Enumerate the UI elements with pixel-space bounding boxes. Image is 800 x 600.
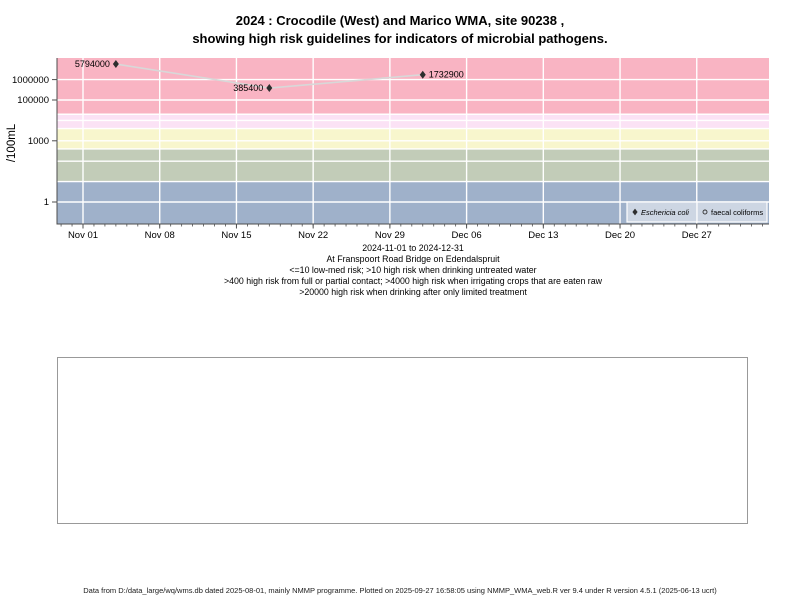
y-tick-label: 1000000 — [12, 75, 49, 86]
caption-risk-guideline-1: <=10 low-med risk; >10 high risk when dr… — [289, 265, 537, 275]
risk-band-high-risk-full-partial-contact — [57, 128, 769, 149]
caption-risk-guideline-2: >400 high risk from full or partial cont… — [224, 276, 602, 286]
risk-band-high-risk-drinking-untreated — [57, 148, 769, 182]
x-tick-label: Nov 15 — [221, 230, 251, 241]
caption-site-location: At Franspoort Road Bridge on Edendalspru… — [326, 254, 500, 264]
x-tick-label: Dec 27 — [682, 230, 712, 241]
risk-band-high-risk-drinking-limited-treatment — [57, 58, 769, 115]
x-tick-label: Dec 13 — [528, 230, 558, 241]
y-tick-label: 1 — [44, 197, 49, 208]
x-tick-label: Dec 20 — [605, 230, 635, 241]
axis-lines — [56, 58, 769, 225]
legend-open-circle-icon — [702, 209, 708, 215]
chart-title-line-1: 2024 : Crocodile (West) and Marico WMA, … — [235, 13, 565, 28]
risk-band-high-risk-irrigating-raw-crops — [57, 114, 769, 129]
caption-block: 2024-11-01 to 2024-12-31 At Franspoort R… — [57, 243, 769, 298]
y-tick-label: 1000 — [28, 136, 49, 147]
legend-box — [696, 201, 768, 223]
x-tick-label: Dec 06 — [452, 230, 482, 241]
footer-text: Data from D:/data_large/wq/wms.db dated … — [83, 586, 717, 595]
y-tick-label: 100000 — [17, 95, 49, 106]
legend-filled-diamond-icon — [632, 208, 638, 216]
chart-plot: Nov 01 Nov 08 Nov 15 Nov 22 Nov 29 Dec 06 Dec … — [6, 58, 769, 241]
data-point-label: 1732900 — [429, 70, 464, 80]
caption-date-range: 2024-11-01 to 2024-12-31 — [362, 243, 464, 253]
x-tick-label: Nov 08 — [145, 230, 175, 241]
x-tick-label: Nov 01 — [68, 230, 98, 241]
caption-risk-guideline-3: >20000 high risk when drinking after onl… — [299, 287, 527, 297]
data-point-diamond — [419, 70, 426, 79]
data-point-diamond — [112, 60, 119, 69]
data-point-diamond — [266, 84, 273, 93]
legend-label: Eschericia coli — [641, 208, 689, 217]
chart-title: 2024 : Crocodile (West) and Marico WMA, … — [0, 12, 800, 48]
data-point-label: 5794000 — [75, 59, 110, 69]
y-axis-title: /100mL — [6, 123, 18, 162]
data-point-label: 385400 — [233, 83, 263, 93]
legend-label: faecal coliforms — [711, 208, 763, 217]
chart-title-line-2: showing high risk guidelines for indicat… — [192, 31, 608, 46]
x-tick-label: Nov 29 — [375, 230, 405, 241]
empty-results-box — [57, 357, 748, 524]
x-tick-label: Nov 22 — [298, 230, 328, 241]
